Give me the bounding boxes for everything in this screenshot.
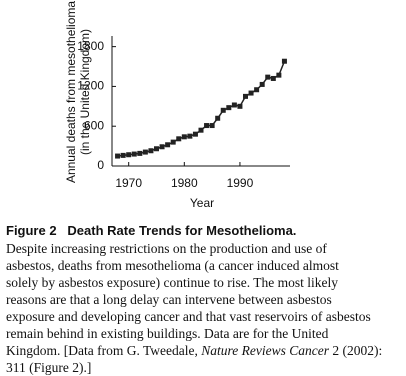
data-point — [281, 58, 287, 64]
data-point — [131, 151, 137, 157]
chart: Annual deaths from mesothelioma (in the … — [64, 1, 290, 210]
journal: Nature Reviews Cancer — [201, 343, 329, 358]
x-tick-label: 1970 — [115, 176, 142, 190]
data-point — [231, 102, 237, 108]
caption-line: remain behind in existing buildings. Dat… — [6, 326, 329, 341]
data-point — [142, 149, 148, 155]
data-point — [148, 148, 154, 154]
data-point — [226, 105, 232, 111]
y-tick-label: 600 — [84, 118, 104, 132]
data-point — [126, 152, 132, 158]
data-point — [181, 134, 187, 140]
caption-line: 311 (Figure 2).] — [6, 360, 92, 375]
data-point — [270, 75, 276, 81]
text: 2 (2002): — [328, 343, 383, 358]
data-point — [137, 150, 143, 156]
data-point — [120, 152, 126, 158]
data-point — [254, 87, 260, 93]
figure-title: Death Rate Trends for Mesothelioma. — [67, 223, 297, 238]
data-point — [220, 107, 226, 113]
caption-line: reasons are that a long delay can interv… — [6, 292, 332, 307]
data-line — [117, 60, 286, 157]
data-point — [209, 123, 215, 129]
data-point — [215, 115, 221, 121]
data-point — [276, 72, 282, 78]
data-point — [170, 139, 176, 145]
data-point — [159, 144, 165, 150]
caption-line: exposure and developing cancer and that … — [6, 309, 371, 324]
data-point — [248, 90, 254, 96]
y-tick-label: 1800 — [77, 39, 104, 53]
caption-line: Despite increasing restrictions on the p… — [6, 241, 327, 256]
data-point — [204, 123, 210, 129]
data-point — [243, 93, 248, 99]
data-point — [237, 103, 243, 109]
data-point — [192, 131, 198, 137]
data-point — [176, 136, 182, 142]
data-point — [265, 74, 271, 80]
figure-number: Figure 2 — [6, 223, 57, 238]
y-tick-label: 1200 — [77, 79, 104, 93]
caption-line: Kingdom. [Data from G. Tweedale, Nature … — [6, 342, 404, 359]
data-point — [198, 127, 204, 133]
data-point — [115, 153, 121, 159]
caption-body: Despite increasing restrictions on the p… — [6, 240, 404, 342]
data-point — [259, 81, 265, 87]
x-axis-label: Year — [190, 196, 214, 210]
text: Kingdom. [Data from G. Tweedale, — [6, 343, 202, 358]
caption-heading: Figure 2 Death Rate Trends for Mesotheli… — [6, 222, 404, 239]
x-tick-label: 1990 — [227, 176, 254, 190]
data-point — [154, 146, 159, 152]
y-tick-label: 0 — [97, 158, 104, 172]
y-axis-label: (in the United Kingdom) — [78, 29, 92, 155]
caption-line: solely by asbestos exposure) continue to… — [6, 275, 338, 290]
caption: Figure 2 Death Rate Trends for Mesotheli… — [6, 222, 404, 376]
caption-line: asbestos, deaths from mesothelioma (a ca… — [6, 258, 339, 273]
y-axis-label: Annual deaths from mesothelioma — [64, 1, 78, 183]
data-point — [187, 133, 193, 139]
x-tick-label: 1980 — [171, 176, 198, 190]
data-point — [165, 142, 171, 148]
